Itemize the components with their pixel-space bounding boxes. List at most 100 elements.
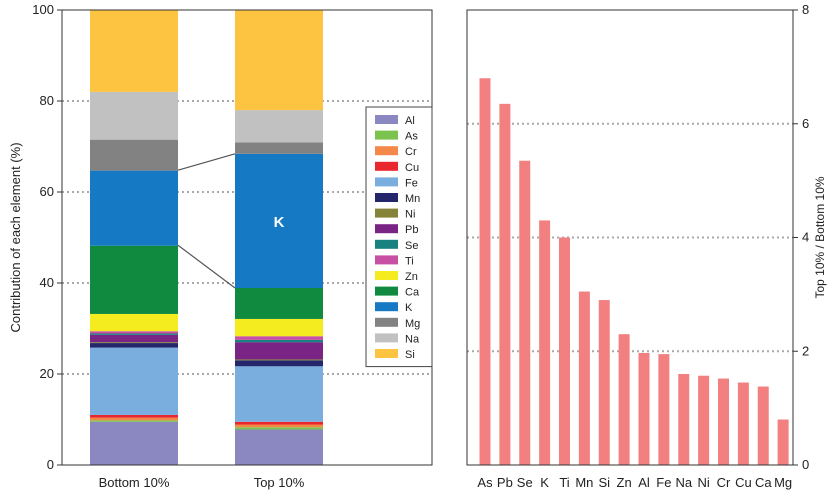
ratio-bar-k (539, 220, 551, 465)
x-tick-label: Zn (617, 475, 632, 490)
legend-label: Cu (405, 162, 419, 174)
bar-segment-si (90, 10, 178, 92)
ratio-bar-fe (658, 354, 670, 465)
x-tick-label: Pb (497, 475, 513, 490)
bar-segment-ca (90, 245, 178, 314)
legend-label: K (405, 302, 413, 314)
bar-segment-cr (90, 417, 178, 421)
legend-label: Si (405, 349, 415, 361)
y-tick-label: 20 (40, 366, 54, 381)
x-tick-label: Bottom 10% (99, 475, 170, 490)
x-tick-label: As (477, 475, 493, 490)
bar-segment-na (90, 91, 178, 140)
legend-swatch-cr (375, 146, 398, 156)
bar-segment-zn (90, 313, 178, 332)
ratio-bar-ca (757, 386, 769, 465)
bar-segment-as (235, 427, 323, 430)
ratio-bar-ni (698, 375, 710, 465)
y-tick-label: 6 (802, 116, 809, 131)
bar-segment-ti (90, 331, 178, 334)
legend-swatch-mn (375, 193, 398, 202)
ratio-bar-pb (499, 103, 511, 465)
ratio-bar-cr (718, 378, 729, 465)
x-tick-label: Ni (697, 475, 709, 490)
legend-swatch-si (375, 349, 398, 358)
legend-swatch-fe (375, 177, 398, 187)
bar-segment-pb (90, 334, 178, 343)
legend-swatch-k (375, 302, 398, 312)
x-tick-label: Fe (656, 475, 671, 490)
legend-label: Al (405, 115, 415, 127)
bar-segment-cu (90, 414, 178, 418)
ratio-bar-al (638, 352, 650, 465)
y-tick-label: 4 (802, 230, 809, 245)
y-tick-label: 100 (32, 2, 54, 17)
x-tick-label: Top 10% (254, 475, 305, 490)
bar-segment-ca (235, 288, 323, 319)
legend-label: Pb (405, 224, 418, 236)
x-tick-label: Ca (755, 475, 772, 490)
bar-segment-fe (90, 347, 178, 415)
y-tick-label: 8 (802, 2, 809, 17)
ratio-bar-mg (777, 419, 789, 465)
x-tick-label: K (540, 475, 549, 490)
ratio-bar-se (519, 160, 531, 465)
bar-segment-mn (235, 360, 323, 367)
y-axis-label: Top 10% / Bottom 10% (813, 176, 827, 298)
y-tick-label: 40 (40, 275, 54, 290)
legend-label: Mg (405, 318, 420, 330)
y-tick-label: 0 (47, 457, 54, 472)
y-tick-label: 60 (40, 184, 54, 199)
bar-segment-pb (235, 342, 323, 360)
bar-segment-al (235, 429, 323, 465)
connector-line (177, 153, 236, 171)
ratio-bar-na (678, 374, 690, 465)
bar-segment-cr (235, 424, 323, 428)
x-tick-label: Mg (774, 475, 792, 490)
legend-label: Fe (405, 177, 418, 189)
bar-segment-ni (90, 342, 178, 344)
x-tick-label: Si (598, 475, 610, 490)
bar-annotation: K (274, 214, 285, 231)
legend-label: Se (405, 240, 418, 252)
bar-segment-fe (235, 366, 323, 422)
bar-segment-mg (90, 139, 178, 171)
legend-swatch-al (375, 115, 398, 124)
x-tick-label: Mn (575, 475, 593, 490)
legend-swatch-mg (375, 317, 398, 327)
connector-line (177, 244, 236, 289)
bar-segment-si (235, 10, 323, 111)
bar-segment-se (90, 333, 178, 335)
legend-label: Mn (405, 193, 420, 205)
legend-label: Na (405, 333, 420, 345)
bar-segment-k (235, 153, 323, 289)
bar-segment-na (235, 110, 323, 143)
legend-swatch-ni (375, 208, 398, 218)
bar-segment-zn (235, 318, 323, 337)
legend-label: Cr (405, 146, 417, 158)
bar-segment-se (235, 339, 323, 343)
x-tick-label: Cu (735, 475, 752, 490)
bar-segment-k (90, 170, 178, 246)
ratio-bar-mn (578, 291, 590, 465)
legend-swatch-cu (375, 161, 398, 171)
x-tick-label: Na (675, 475, 692, 490)
legend-label: Zn (405, 271, 418, 283)
bar-segment-al (90, 421, 178, 465)
legend-box (365, 106, 433, 368)
bar-segment-ti (235, 336, 323, 340)
ratio-bar-zn (618, 334, 630, 465)
bar-segment-as (90, 420, 178, 422)
ratio-bar-cu (737, 382, 749, 465)
x-tick-label: Cr (717, 475, 731, 490)
legend-swatch-na (375, 333, 398, 343)
legend-label: Ca (405, 287, 420, 299)
bar-segment-mg (235, 142, 323, 154)
x-tick-label: Se (517, 475, 533, 490)
legend-swatch-se (375, 239, 398, 249)
legend-swatch-ti (375, 255, 398, 265)
y-tick-label: 2 (802, 343, 809, 358)
legend-swatch-zn (375, 271, 398, 280)
